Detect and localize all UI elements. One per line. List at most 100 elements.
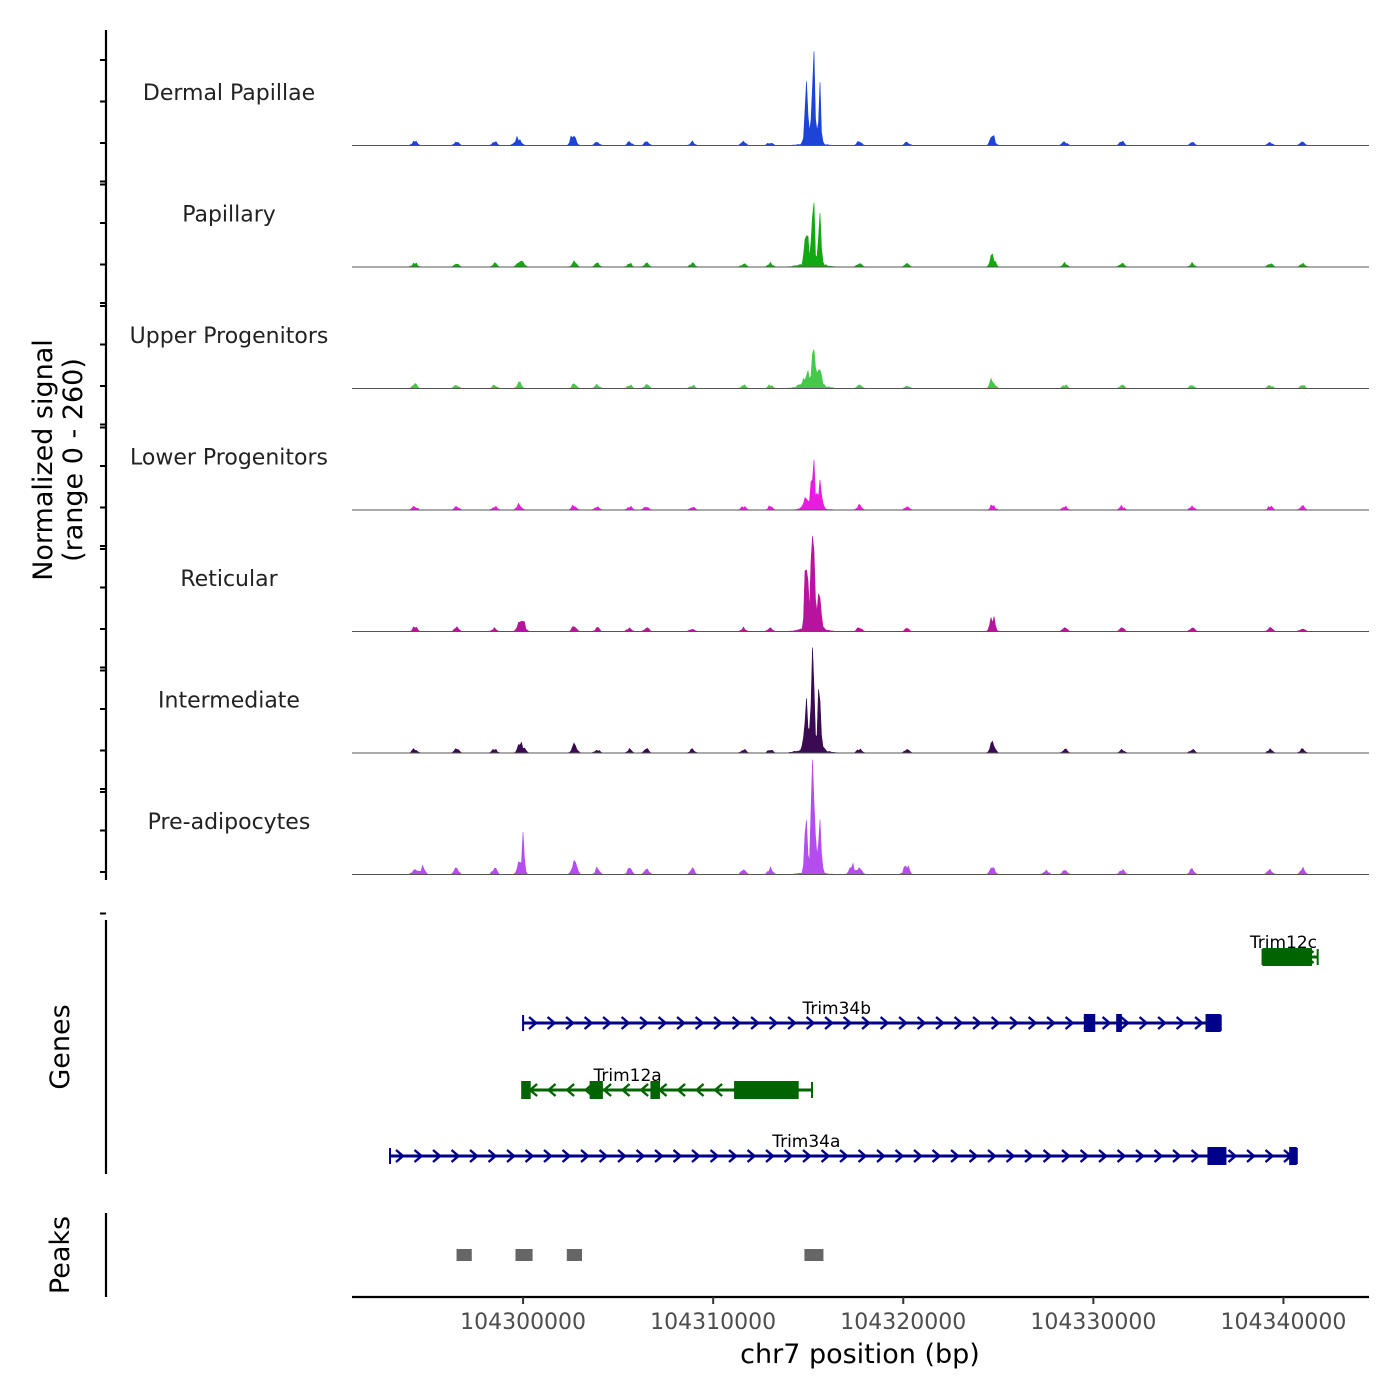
gene-exon [1083,1014,1096,1032]
x-tick-label: 104300000 [460,1310,586,1335]
x-tick-label: 104330000 [1030,1310,1156,1335]
gene-name-label: Trim34b [801,999,871,1019]
strand-chevron [676,1083,686,1097]
strand-chevron [395,1149,405,1163]
strand-chevron [635,1149,646,1163]
strand-chevron [657,1016,668,1030]
strand-chevron [617,1149,627,1163]
peak-region [456,1249,472,1261]
strand-chevron [839,1149,849,1163]
strand-chevron [746,1149,757,1163]
strand-chevron [487,1149,498,1163]
strand-chevron [639,1083,649,1097]
strand-chevron [1194,1016,1204,1030]
signal-track: Upper Progenitors [100,302,1369,429]
strand-chevron [931,1149,942,1163]
strand-chevron [1024,1149,1034,1163]
gene-name-label: Trim34a [771,1132,840,1152]
gene-exon [1262,948,1312,966]
track-label: Pre-adipocytes [148,810,311,835]
strand-chevron [953,1016,964,1030]
gene-name-label: Trim12a [593,1066,662,1086]
signal-track: Intermediate [100,647,1369,793]
strand-chevron [506,1149,516,1163]
strand-chevron [1079,1149,1090,1163]
strand-chevron [1264,1149,1275,1163]
x-axis-title: chr7 position (bp) [740,1339,980,1370]
peak-region [515,1249,533,1261]
strand-chevron [639,1016,649,1030]
strand-chevron [1005,1149,1016,1163]
strand-chevron [602,1083,612,1097]
strand-chevron [750,1016,760,1030]
strand-chevron [1227,1149,1238,1163]
strand-chevron [842,1016,853,1030]
strand-chevron [546,1016,557,1030]
strand-chevron [1153,1149,1164,1163]
strand-chevron [583,1016,594,1030]
strand-chevron [1064,1016,1075,1030]
track-label: Papillary [182,203,276,228]
x-tick-label: 104340000 [1220,1310,1346,1335]
strand-chevron [713,1016,723,1030]
track-label: Intermediate [158,689,300,714]
strand-chevron [528,1016,538,1030]
strand-chevron [565,1083,575,1097]
strand-chevron [598,1149,609,1163]
strand-chevron [561,1149,572,1163]
strand-chevron [1061,1149,1071,1163]
gene-exon [1207,1147,1227,1165]
strand-chevron [469,1149,479,1163]
x-axis-ticks: 104300000 104310000 104320000 104330000 1043… [460,1297,1346,1335]
gene-model: Trim34a [389,1132,1298,1165]
strand-chevron [824,1016,834,1030]
track-label: Dermal Papillae [143,81,315,106]
strand-chevron [1175,1016,1186,1030]
gene-annotations: Trim12c Trim34b Trim12a Trim34a [389,933,1319,1165]
strand-chevron [728,1149,738,1163]
strand-chevron [861,1016,871,1030]
gene-exon [521,1081,531,1099]
strand-chevron [879,1016,890,1030]
strand-chevron [765,1149,775,1163]
strand-chevron [654,1149,664,1163]
gene-model: Trim12a [521,1066,814,1099]
strand-chevron [894,1149,905,1163]
strand-chevron [1138,1016,1149,1030]
strand-chevron [602,1016,612,1030]
strand-chevron [620,1016,631,1030]
strand-chevron [898,1016,908,1030]
strand-chevron [987,1149,997,1163]
strand-chevron [543,1149,553,1163]
strand-chevron [913,1149,923,1163]
signal-track: Dermal Papillae [100,51,1369,186]
strand-chevron [694,1083,705,1097]
strand-chevron [1246,1149,1256,1163]
gene-exon [734,1081,799,1099]
strand-chevron [450,1149,461,1163]
y-axis-title-line1: Normalized signal [28,339,59,581]
signal-track: Pre-adipocytes [100,759,1369,915]
strand-chevron [1046,1016,1056,1030]
strand-chevron [713,1083,723,1097]
strand-chevron [731,1016,742,1030]
gene-exon [1289,1147,1297,1165]
strand-chevron [990,1016,1001,1030]
strand-chevron [783,1149,794,1163]
strand-chevron [620,1083,631,1097]
strand-chevron [972,1016,982,1030]
gene-exon [589,1081,603,1099]
strand-chevron [413,1149,424,1163]
strand-chevron [857,1149,868,1163]
gene-model: Trim34b [522,999,1222,1032]
strand-chevron [1009,1016,1019,1030]
strand-chevron [768,1016,779,1030]
strand-chevron [580,1149,590,1163]
gene-model: Trim12c [1249,933,1319,966]
peaks-panel-label: Peaks [45,1216,76,1294]
strand-chevron [1172,1149,1182,1163]
strand-chevron [1116,1149,1127,1163]
peak-region [804,1249,824,1261]
strand-chevron [565,1016,575,1030]
